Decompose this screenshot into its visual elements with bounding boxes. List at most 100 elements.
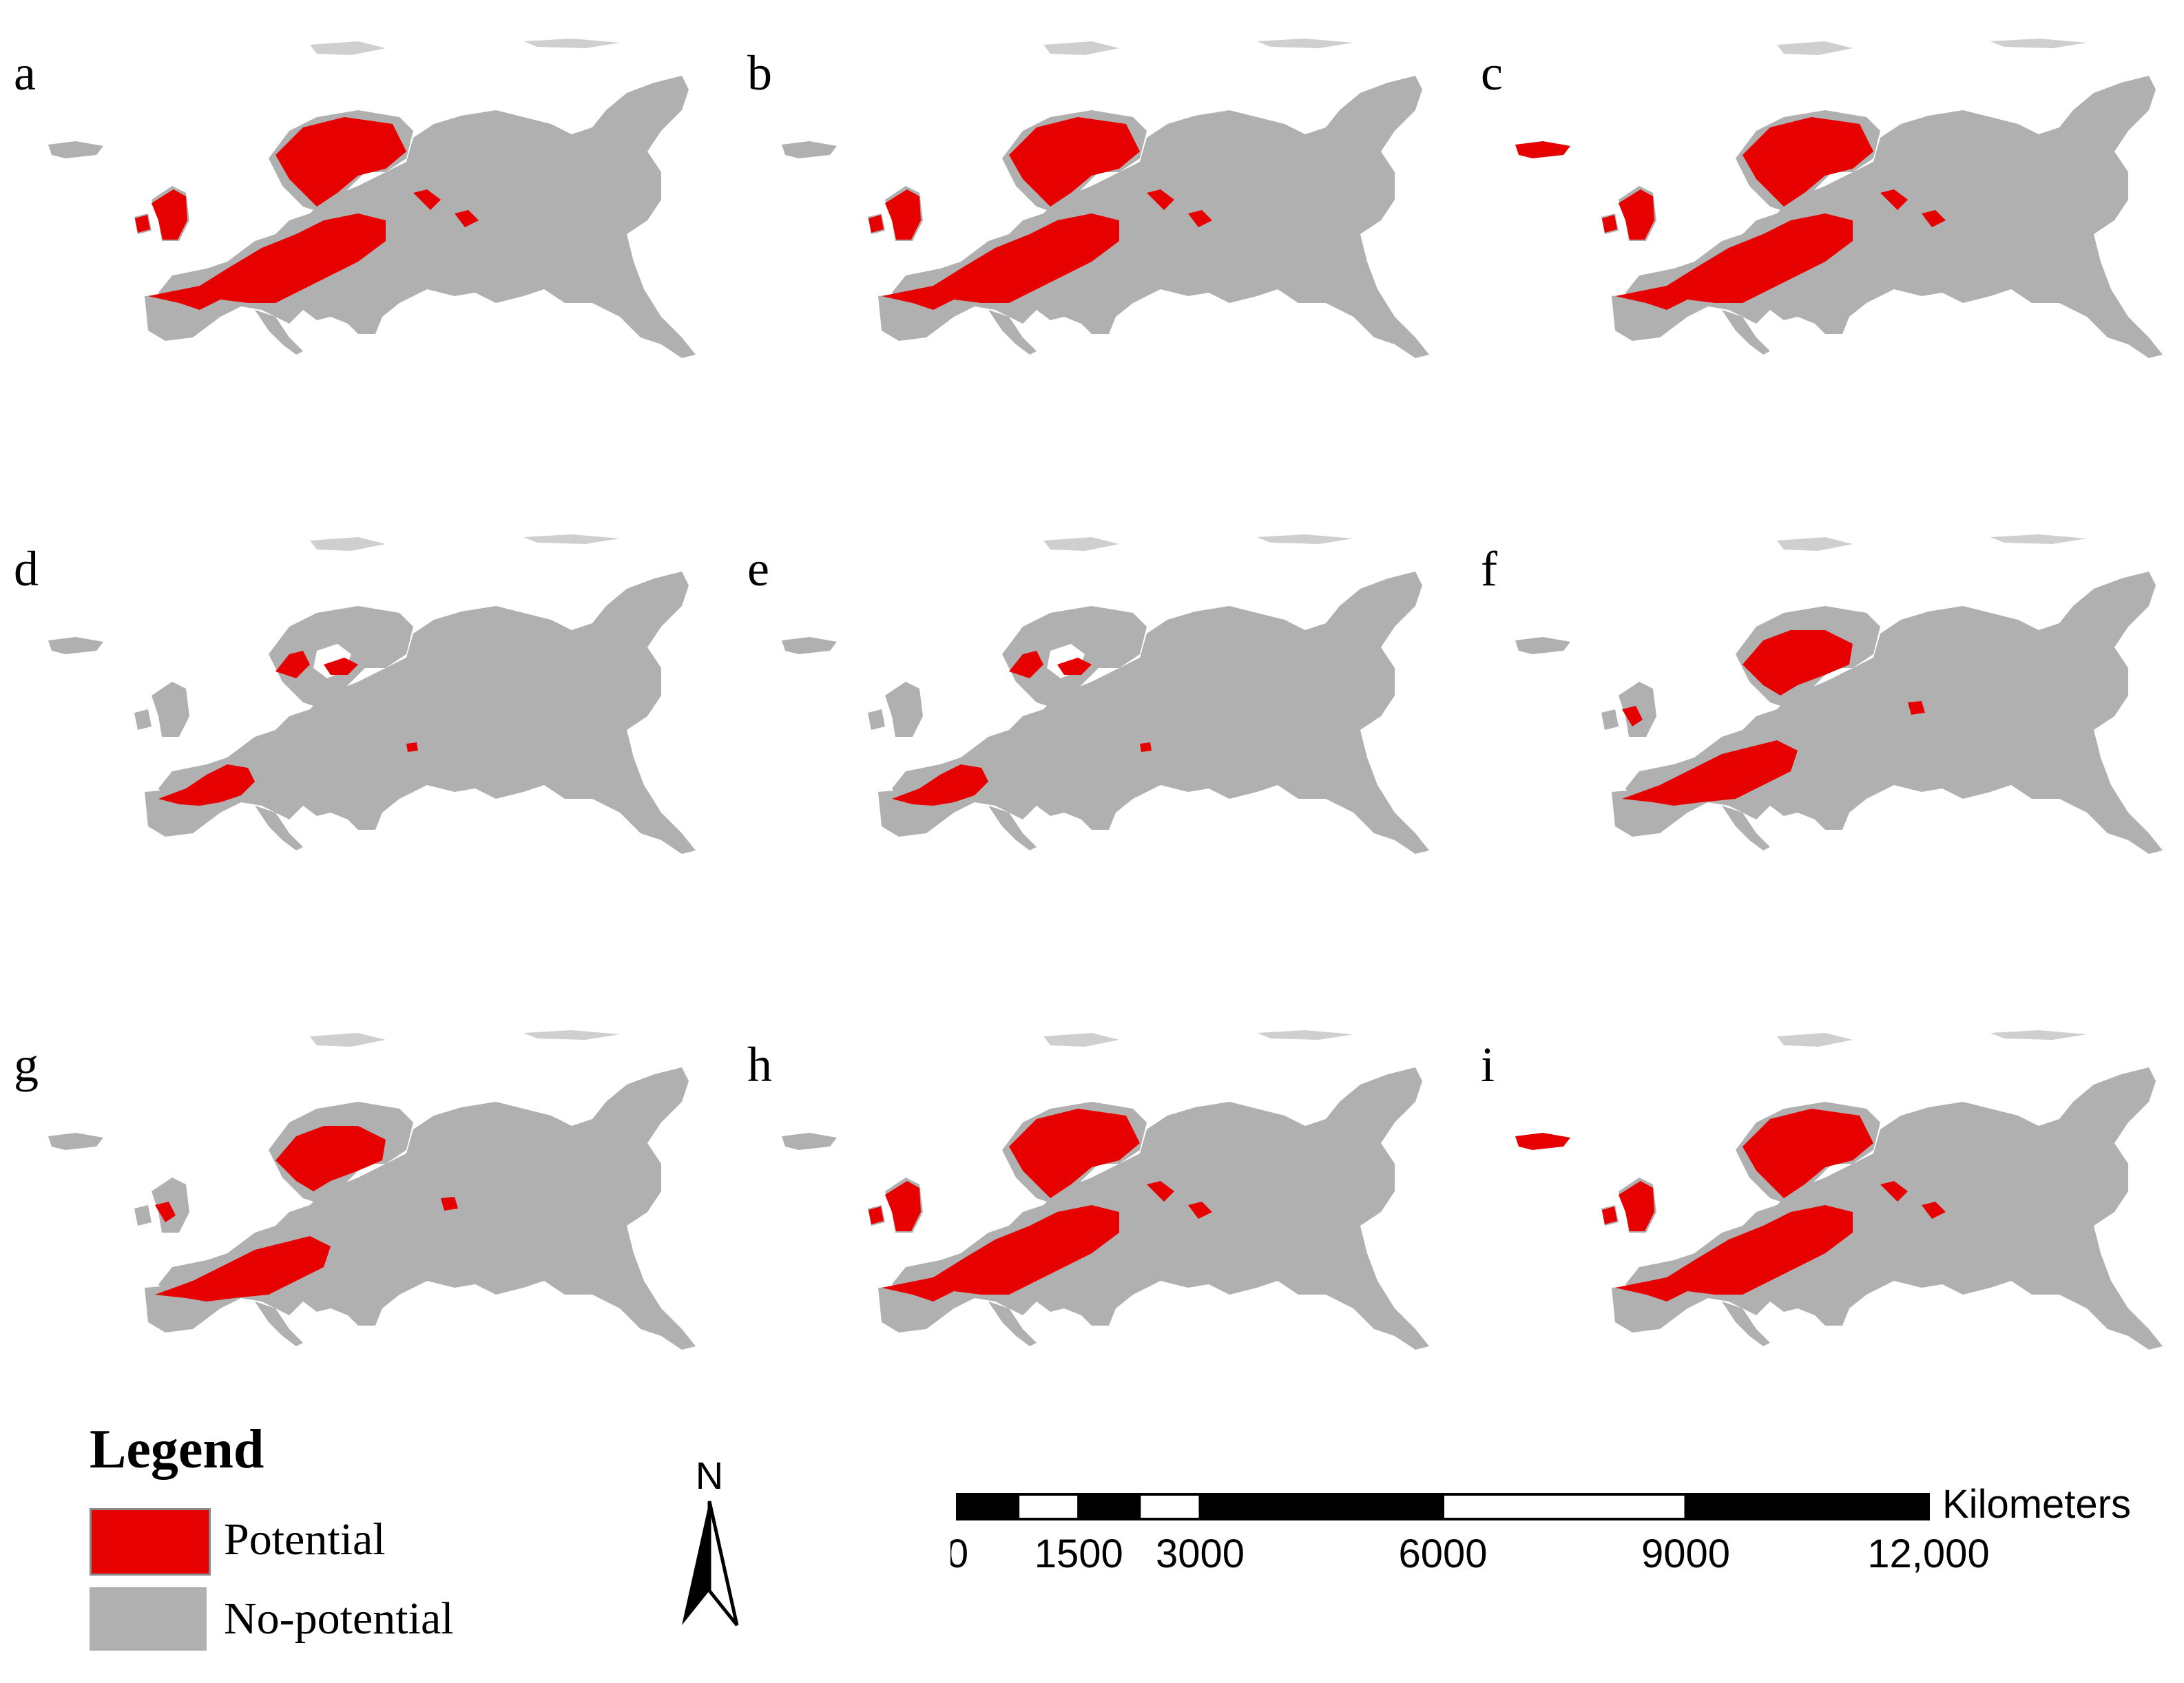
landmass-arctic-islands [310,41,386,55]
landmass-iceland [48,141,103,158]
potential-area [275,651,310,678]
potential-area [158,764,255,806]
potential-area [441,1197,458,1211]
landmass-arctic-islands [523,1030,620,1040]
landmass-arctic-islands [1990,1030,2087,1040]
landmass-eurasia [1625,572,2163,854]
landmass-arctic-islands [1257,39,1353,48]
north-arrow-right [707,1501,739,1627]
potential-area [1622,740,1798,806]
landmass-arctic-islands [1990,534,2087,544]
panel-letter-a: a [14,45,36,101]
scale-segment [1684,1493,1930,1520]
potential-area [135,215,150,233]
potential-area [455,210,479,227]
legend-title: Legend [90,1419,264,1480]
landmass-eurasia [892,572,1429,854]
map-panel-c: c [1467,14,2183,482]
landmass-iceland [782,141,837,158]
potential-area [1743,630,1853,696]
potential-area [1140,742,1152,752]
panel-letter-h: h [747,1037,772,1092]
landmass-arctic-islands [523,534,620,544]
potential-area [1009,651,1043,678]
map-f [1515,534,2163,854]
landmass-iceland [1515,141,1570,158]
potential-area [1188,210,1212,227]
potential-area [1619,1181,1654,1231]
map-d [48,534,696,854]
potential-area [885,189,921,240]
landmass-arctic-islands [1777,537,1853,551]
landmass-eurasia [1625,76,2163,358]
scale-segment [1442,1493,1687,1520]
potential-area [1743,117,1873,207]
landmass-italy [988,806,1037,850]
landmass-arctic-islands [1043,41,1119,55]
legend-swatch-potential [90,1508,211,1576]
landmass-eurasia [158,1067,696,1350]
map-e [782,534,1429,854]
scale-segment [1138,1493,1202,1520]
potential-area [155,1236,331,1302]
map-panel-b: b [734,14,1450,482]
potential-area [892,764,988,806]
potential-area [1602,215,1617,233]
legend-swatch-no-potential [90,1587,207,1651]
landmass-eurasia [158,572,696,854]
landmass-arctic-islands [1043,1033,1119,1047]
potential-area [1922,1202,1946,1219]
potential-area [882,213,1119,310]
scale-tick-label: 9000 [1641,1532,1730,1576]
scale-tick-label: 6000 [1398,1532,1487,1576]
landmass-ireland [868,709,885,730]
landmass-italy [255,806,303,850]
landmass-arctic-islands [523,39,620,48]
potential-area [885,1181,921,1231]
potential-area [1615,213,1853,310]
potential-area [155,1202,176,1222]
map-b [782,39,1429,358]
panel-letter-g: g [14,1037,39,1092]
potential-area [1922,210,1946,227]
landmass-arctic-islands [310,537,386,551]
potential-area [275,1126,386,1191]
landmass-iceland [48,637,103,654]
landmass-arctic-islands [1257,534,1353,544]
potential-area [1615,1205,1853,1302]
landmass-iceland [1515,1133,1570,1150]
landmass-arctic-islands [1043,537,1119,551]
map-g [48,1030,696,1350]
potential-area [413,189,441,210]
potential-area [869,1206,884,1224]
landmass-italy [1722,310,1770,355]
potential-area [324,658,358,675]
landmass-arctic-islands [1777,41,1853,55]
potential-area [152,189,187,240]
scale-segment [1198,1493,1444,1520]
scale-unit-label: Kilometers [1942,1482,2131,1527]
potential-area [1619,189,1654,240]
potential-area [882,1205,1119,1302]
scale-tick-label: 3000 [1156,1532,1245,1576]
map-panel-f: f [1467,510,2183,978]
landmass-arctic-islands [1777,1033,1853,1047]
potential-area [1602,1206,1617,1224]
map-i [1515,1030,2163,1350]
landmass-ireland [134,1205,152,1226]
map-c [1515,39,2163,358]
map-panel-i: i [1467,1005,2183,1474]
scale-segment [956,1493,1020,1520]
scale-bar-graphic: 0 1500 3000 6000 9000 12,000 Kilometers [946,1482,2131,1576]
panel-letter-b: b [747,45,772,101]
potential-area [1009,1109,1140,1198]
landmass-italy [988,310,1037,355]
landmass-italy [255,1302,303,1346]
panel-letter-d: d [14,541,39,596]
map-panel-d: d [0,510,716,978]
potential-area [1622,706,1643,726]
landmass-italy [1722,1302,1770,1346]
potential-area [1147,189,1174,210]
landmass-italy [988,1302,1037,1346]
panel-letter-f: f [1481,541,1497,596]
